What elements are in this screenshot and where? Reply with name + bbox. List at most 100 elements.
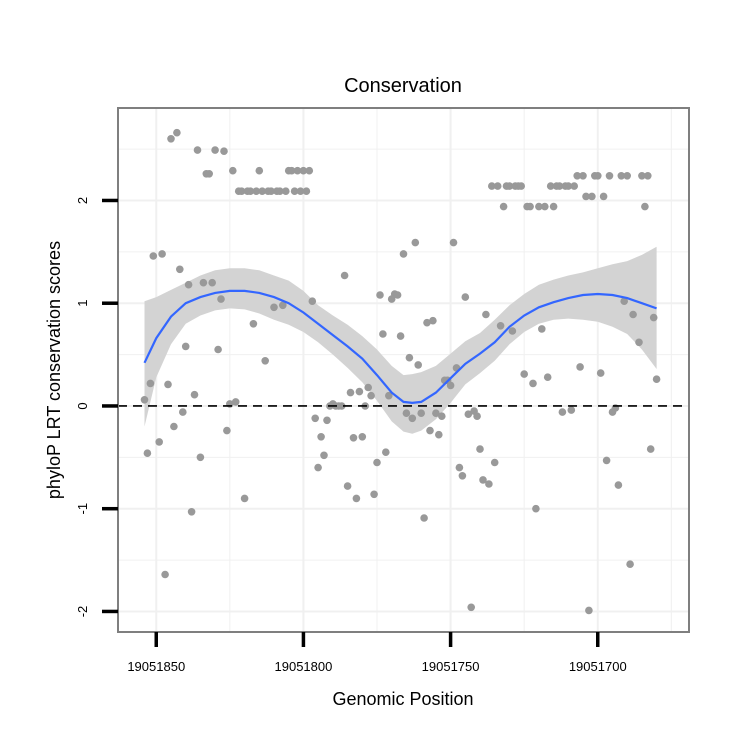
data-point [576, 363, 584, 371]
data-point [588, 192, 596, 201]
confidence-band [144, 246, 657, 434]
data-point [287, 166, 296, 175]
data-point [393, 291, 402, 299]
data-point [190, 390, 199, 399]
data-point [646, 445, 655, 453]
data-point [382, 448, 390, 457]
smooth-line-layer [143, 289, 657, 405]
data-point [490, 458, 499, 467]
data-point [367, 391, 375, 400]
data-point [579, 172, 587, 180]
data-point [417, 409, 426, 418]
data-point [449, 238, 458, 247]
data-point [343, 482, 352, 490]
data-point [155, 438, 163, 446]
data-point [364, 383, 373, 392]
y-axis-title: phyloP LRT conservation scores [44, 241, 64, 499]
data-point [255, 166, 264, 175]
data-point [635, 338, 643, 347]
data-point [529, 379, 537, 388]
data-point [567, 406, 576, 414]
data-point [614, 481, 623, 489]
data-point [541, 202, 549, 211]
data-point [473, 412, 481, 421]
data-point [532, 504, 540, 513]
data-point [337, 402, 346, 410]
data-point [282, 187, 290, 195]
data-point [173, 128, 181, 137]
data-point [594, 172, 602, 180]
x-tick-label: 19051750 [422, 659, 480, 674]
data-point [649, 313, 658, 322]
data-point [373, 458, 381, 467]
y-tick-label: 2 [75, 197, 90, 204]
data-point [517, 182, 525, 190]
data-point [499, 202, 508, 211]
y-tick-label: -1 [75, 503, 90, 515]
data-point [599, 192, 608, 201]
y-tick-label: 0 [75, 402, 90, 409]
data-point [546, 182, 555, 190]
x-tick-label: 19051700 [569, 659, 627, 674]
data-point [526, 202, 534, 211]
data-point [644, 172, 652, 180]
data-point [352, 494, 361, 503]
data-point [149, 252, 158, 260]
data-point [302, 187, 311, 195]
data-point [626, 560, 634, 568]
data-point [543, 373, 552, 382]
data-point [340, 271, 349, 280]
data-point [208, 278, 216, 287]
data-point [237, 187, 246, 195]
data-point [485, 480, 493, 488]
data-point [464, 410, 473, 419]
data-point [641, 202, 649, 211]
data-point [538, 325, 546, 333]
x-axis: 19051850 19051800 19051750 19051700 [127, 632, 627, 674]
data-point [296, 187, 305, 195]
data-point [252, 187, 261, 195]
data-point [258, 187, 267, 195]
data-point [423, 318, 431, 327]
data-point [458, 472, 467, 480]
data-point [355, 387, 364, 396]
data-point [223, 426, 231, 435]
plot-panel [118, 108, 689, 632]
data-point [399, 250, 408, 258]
y-axis: -2 -1 0 1 2 [75, 197, 118, 617]
data-point [402, 409, 411, 418]
data-point [620, 297, 628, 306]
smooth-line [143, 289, 657, 405]
data-point [317, 433, 325, 441]
data-point [349, 434, 358, 442]
data-point [582, 192, 590, 201]
data-point [623, 172, 631, 180]
x-tick-label: 19051800 [275, 659, 333, 674]
data-point [279, 301, 287, 310]
data-point [346, 388, 355, 397]
data-point [229, 166, 237, 175]
data-point [199, 278, 208, 287]
x-axis-title: Genomic Position [332, 689, 473, 709]
data-point [505, 182, 514, 190]
data-point [585, 606, 593, 615]
data-point [249, 320, 258, 328]
data-point [520, 370, 528, 378]
data-point [358, 433, 367, 441]
data-point [549, 202, 558, 211]
data-point [435, 430, 443, 439]
data-point [405, 353, 414, 362]
data-point [432, 409, 440, 418]
data-point [231, 398, 240, 406]
data-point [170, 422, 178, 431]
data-point [652, 375, 661, 384]
data-point [299, 166, 308, 175]
data-point [270, 303, 278, 312]
data-point [482, 310, 490, 319]
data-point [214, 345, 222, 354]
data-point [290, 187, 299, 195]
data-point [240, 494, 249, 503]
data-point [479, 476, 487, 484]
data-point [184, 280, 193, 289]
data-point [467, 603, 476, 612]
